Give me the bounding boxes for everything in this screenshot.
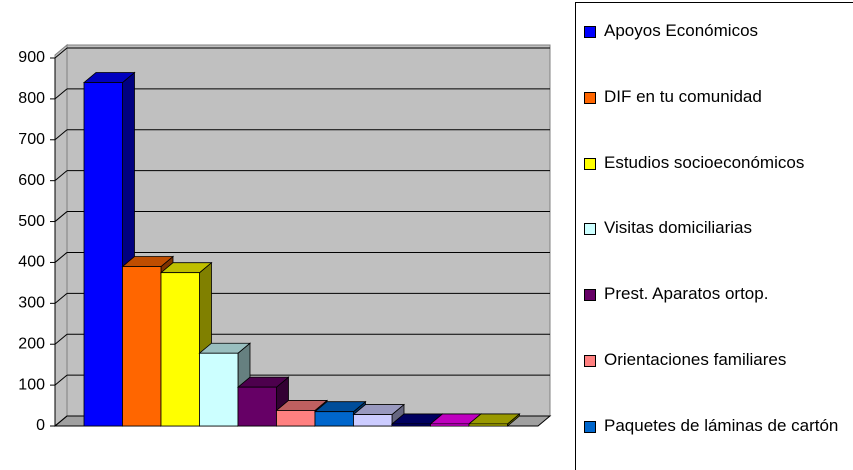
y-tick-label: 800 (18, 90, 45, 107)
grid-line (54, 88, 68, 100)
bar (468, 423, 508, 427)
legend-entry: Visitas domiciliarias (584, 217, 752, 239)
legend-label: Estudios socioeconómicos (604, 152, 805, 172)
y-tick-label: 0 (36, 417, 45, 434)
y-tick-label: 500 (18, 213, 45, 230)
grid-line (54, 415, 68, 427)
legend-entry: Estudios socioeconómicos (584, 152, 804, 174)
legend-label: DIF en tu comunidad (604, 86, 762, 106)
legend-label: Orientaciones familiares (604, 350, 787, 369)
legend-label: Paquetes de láminas de cartón (604, 415, 839, 435)
y-tick-label: 600 (18, 172, 45, 189)
grid-line (54, 129, 68, 141)
y-tick-label: 400 (18, 254, 45, 271)
bar (237, 386, 277, 427)
grid-line (54, 333, 68, 345)
bar (276, 410, 316, 427)
legend-swatch (584, 26, 596, 38)
grid-line (54, 292, 68, 304)
y-tick-label: 900 (18, 49, 45, 66)
legend-swatch (584, 157, 596, 170)
legend-swatch (584, 91, 596, 104)
bar (391, 423, 431, 427)
y-tick-label: 200 (18, 335, 45, 352)
bar (314, 411, 354, 427)
y-tick-label: 300 (18, 295, 45, 312)
legend-entry: Paquetes de láminas de cartón (584, 415, 839, 437)
legend-label: Apoyos Económicos (604, 21, 759, 40)
legend-entry: Prest. Aparatos ortop. (584, 283, 768, 305)
bar (199, 352, 239, 427)
legend-label: Visitas domiciliarias (604, 218, 753, 238)
legend-swatch (584, 223, 596, 236)
grid-line (54, 211, 68, 222)
chart: 0 100 200 300 400 500 600 700 800 900 (18, 43, 552, 434)
y-tick-label: 100 (18, 376, 45, 393)
bar (160, 272, 200, 427)
legend-entry: Orientaciones familiares (584, 349, 786, 371)
bar (353, 414, 393, 427)
side-wall (54, 43, 68, 428)
grid-line (54, 252, 68, 263)
legend: Apoyos Económicos DIF en tu comunidad Estu… (575, 2, 853, 470)
legend-entry: DIF en tu comunidad (584, 86, 762, 108)
grid-line (54, 374, 68, 386)
legend-swatch (584, 355, 596, 367)
grid-line (54, 170, 68, 182)
bar (430, 423, 470, 427)
legend-label: Prest. Aparatos ortop. (604, 284, 769, 304)
legend-entry: Apoyos Económicos (584, 20, 758, 42)
grid-line (54, 47, 68, 59)
legend-swatch (584, 289, 596, 302)
bar (122, 266, 162, 427)
y-tick-label: 700 (18, 131, 45, 148)
legend-swatch (584, 420, 596, 433)
bar (83, 82, 123, 427)
